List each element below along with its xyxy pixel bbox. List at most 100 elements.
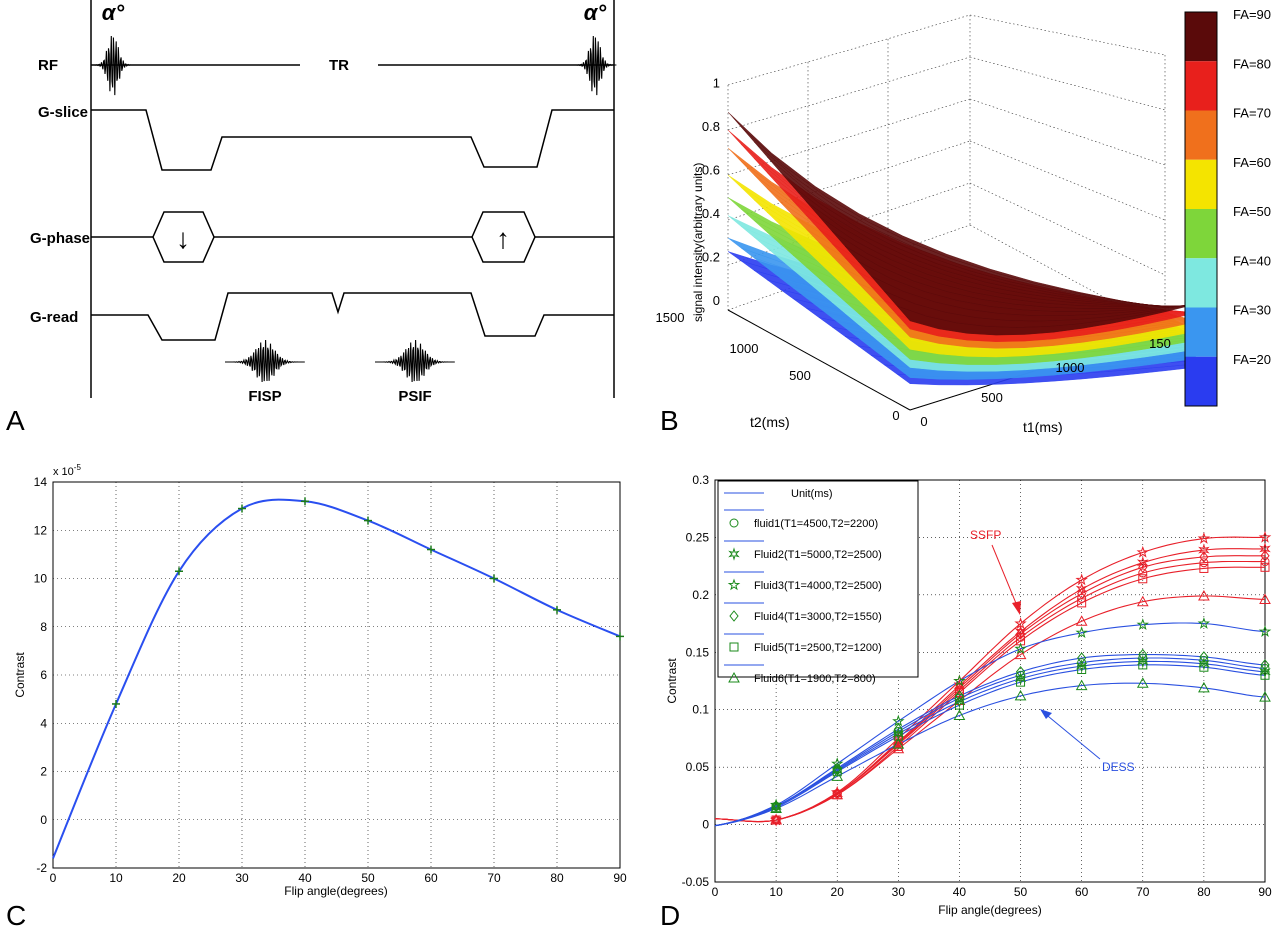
circle-marker <box>1260 663 1270 673</box>
fisp-label: FISP <box>248 388 281 405</box>
triangle-marker <box>1136 677 1149 688</box>
dess-annotation: DESS <box>1102 760 1135 774</box>
triangle-marker <box>831 788 844 800</box>
hexagram-marker <box>1198 543 1210 557</box>
panel-c-ylabel: Contrast <box>13 652 27 698</box>
x-tick-label: 80 <box>550 871 564 885</box>
colorbar-label: FA=90 <box>1233 7 1271 22</box>
t1-tick-label: 0 <box>920 414 927 429</box>
x-tick-label: 60 <box>424 871 438 885</box>
x-tick-label: 90 <box>1258 885 1272 899</box>
x-tick-label: 20 <box>172 871 186 885</box>
square-marker <box>1077 665 1087 675</box>
ssfp-annotation: SSFP <box>970 528 1001 542</box>
x-tick-label: 90 <box>613 871 627 885</box>
g-read-waveform <box>91 292 614 341</box>
g-phase-label: G-phase <box>30 230 90 247</box>
star-marker <box>953 674 966 687</box>
series-line-dess <box>714 622 1266 827</box>
panel-d-tick-labels: 0 10 20 30 40 50 60 70 80 90-0.0500.050.10.150.20… <box>682 473 1272 899</box>
ssfp-arrow-head-icon <box>1012 601 1021 615</box>
y-tick-label: 0.15 <box>686 645 710 659</box>
data-point-marker <box>238 504 246 513</box>
alpha-right-label: α° <box>584 0 607 25</box>
hexagram-marker <box>1014 671 1027 686</box>
star-marker <box>1136 618 1149 631</box>
y-tick-label: 10 <box>34 572 48 586</box>
y-tick-label: 6 <box>40 668 47 682</box>
triangle-marker <box>1075 615 1088 626</box>
circle-marker <box>1199 558 1209 568</box>
triangle-marker <box>1014 689 1027 701</box>
hexagram-marker <box>1259 665 1271 679</box>
square-marker <box>1260 562 1270 572</box>
circle-marker <box>1260 557 1270 567</box>
circle-marker <box>1138 568 1148 578</box>
hexagram-marker <box>1198 657 1210 671</box>
y-tick-label: 0.25 <box>686 530 710 544</box>
square-marker <box>1138 574 1148 584</box>
grid-line <box>969 14 1166 56</box>
colorbar-label: FA=50 <box>1233 204 1271 219</box>
panel-d-legend: Unit(ms) fluid1(T1=4500,T2=2200) Fluid2(T… <box>724 488 882 685</box>
panel-d-xlabel: Flip angle(degrees) <box>938 903 1041 917</box>
star-marker <box>1136 545 1149 558</box>
t2-tick-label: 0 <box>892 408 899 423</box>
data-point-marker <box>490 574 498 583</box>
panel-b-3d-surface: 0 0.2 0.4 0.6 0.8 1 0 500 1000 1500 0 500 1000 150 si… <box>656 7 1271 436</box>
burst-waveform <box>375 339 455 383</box>
y-tick-label: -2 <box>36 861 47 875</box>
diamond-marker <box>1015 628 1026 640</box>
arrow-down-icon: ↓ <box>176 223 190 254</box>
panel-b-signal-surface <box>727 111 1198 386</box>
diamond-marker <box>1260 659 1270 671</box>
g-slice-label: G-slice <box>38 104 88 121</box>
hexagram-marker <box>728 547 740 561</box>
data-point-marker <box>112 699 120 708</box>
legend-entry-label: Fluid3(T1=4000,T2=2500) <box>754 580 882 592</box>
diamond-marker <box>1015 666 1026 678</box>
series-line-dess <box>714 664 1266 827</box>
grid-line <box>727 14 971 86</box>
x-tick-label: 60 <box>1075 885 1089 899</box>
circle-marker <box>1138 653 1148 663</box>
ssfp-arrow-line <box>991 544 1021 614</box>
panel-b-t2-label: t2(ms) <box>750 414 790 430</box>
grid-line <box>727 182 971 266</box>
panel-b-t1-label: t1(ms) <box>1023 419 1063 435</box>
x-tick-label: 10 <box>109 871 123 885</box>
triangle-marker <box>770 802 782 813</box>
series-line-ssfp <box>714 595 1266 823</box>
x-tick-label: 0 <box>50 871 57 885</box>
data-point-marker <box>364 516 372 525</box>
triangle-marker <box>892 738 905 749</box>
star-marker <box>1258 530 1272 543</box>
colorbar-label: FA=60 <box>1233 155 1271 170</box>
t2-axis-line <box>727 309 911 411</box>
legend-entry-label: Fluid2(T1=5000,T2=2500) <box>754 549 882 561</box>
psif-label: PSIF <box>398 388 431 405</box>
panel-d-legend-box <box>717 480 919 678</box>
panel-c-contrast-curve <box>52 498 621 859</box>
panel-c-axes-box <box>52 481 621 869</box>
data-point-marker <box>427 545 435 554</box>
circle-marker <box>1199 655 1209 665</box>
series-markers-ssfp <box>771 550 1270 826</box>
colorbar-swatch <box>1185 110 1217 160</box>
rf-label: RF <box>38 57 58 74</box>
burst-waveform <box>225 339 305 383</box>
legend-title: Unit(ms) <box>791 488 833 500</box>
series-line-dess <box>714 682 1266 827</box>
z-tick-label: 0.2 <box>702 250 720 265</box>
data-point-marker <box>301 497 309 506</box>
diamond-marker <box>954 682 965 694</box>
y-tick-label: 0.05 <box>686 760 710 774</box>
circle-marker <box>1077 658 1087 668</box>
legend-entry-label: Fluid6(T1=1900,T2=800) <box>754 673 876 685</box>
legend-entry-label: fluid1(T1=4500,T2=2200) <box>754 518 878 530</box>
data-point-marker <box>616 632 624 641</box>
grid-line <box>727 56 971 131</box>
hexagram-marker <box>1136 555 1149 570</box>
triangle-marker <box>1198 589 1210 601</box>
z-tick-label: 0.4 <box>702 206 720 221</box>
